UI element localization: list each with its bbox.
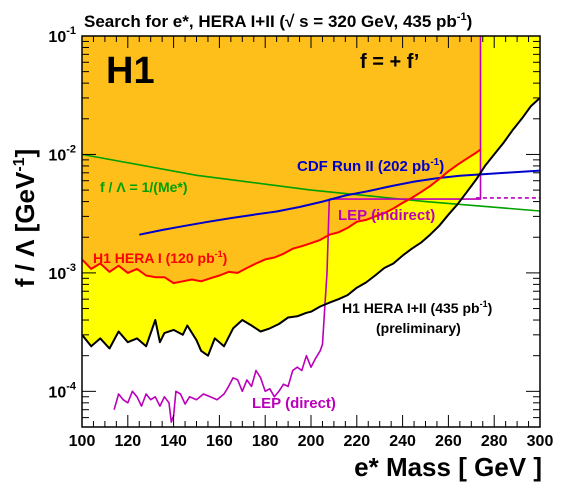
- preliminary-label: (preliminary): [376, 320, 461, 336]
- curve-cdf-run-2: [139, 169, 541, 236]
- h1-hera-1-label: H1 HERA I (120 pb-1): [93, 249, 227, 266]
- x-tick-label: 180: [252, 433, 279, 450]
- y-tick-label: 10-2: [48, 143, 76, 164]
- x-tick-label: 240: [389, 433, 416, 450]
- h1-hera-1-2-label: H1 HERA I+II (435 pb-1): [342, 299, 492, 316]
- coupling-label: f = + f’: [360, 51, 419, 73]
- x-tick-label: 280: [481, 433, 508, 450]
- chart-title: Search for e*, HERA I+II (√ s = 320 GeV,…: [84, 11, 472, 31]
- curve-model-line: [81, 153, 541, 212]
- excluded-regions: [82, 36, 540, 356]
- y-tick-label: 10-4: [48, 380, 76, 401]
- region-h1-hera-1: [82, 36, 481, 284]
- x-tick-label: 120: [114, 433, 141, 450]
- x-tick-label: 300: [527, 433, 554, 450]
- lep-indirect-label: LEP (indirect): [338, 207, 435, 224]
- y-axis-label: f / Λ [GeV-1]: [10, 149, 40, 287]
- experiment-label: H1: [106, 50, 155, 92]
- cdf-label: CDF Run II (202 pb-1): [297, 157, 444, 175]
- curve-h1-hera-1: [81, 148, 482, 285]
- title-superscript: -1: [457, 11, 467, 23]
- x-tick-label: 140: [160, 433, 187, 450]
- y-tick-label: 10-3: [48, 262, 76, 283]
- x-tick-label: 220: [343, 433, 370, 450]
- axes: 100 120 140 160 180 200 220 240 260 280 300 10-1 10-…: [48, 25, 553, 450]
- lep-direct-label: LEP (direct): [252, 395, 336, 412]
- x-tick-label: 100: [69, 433, 96, 450]
- x-tick-label: 160: [206, 433, 233, 450]
- limit-curves: [81, 35, 541, 423]
- curve-h1-hera-1-2: [81, 97, 541, 357]
- x-tick-label: 260: [435, 433, 462, 450]
- model-line-label: f / Λ = 1/(Me*): [100, 179, 188, 195]
- curve-lep-direct: [113, 199, 331, 423]
- x-axis-label: e* Mass [ GeV ]: [354, 452, 542, 482]
- x-tick-label: 200: [298, 433, 325, 450]
- y-tick-label: 10-1: [48, 25, 76, 46]
